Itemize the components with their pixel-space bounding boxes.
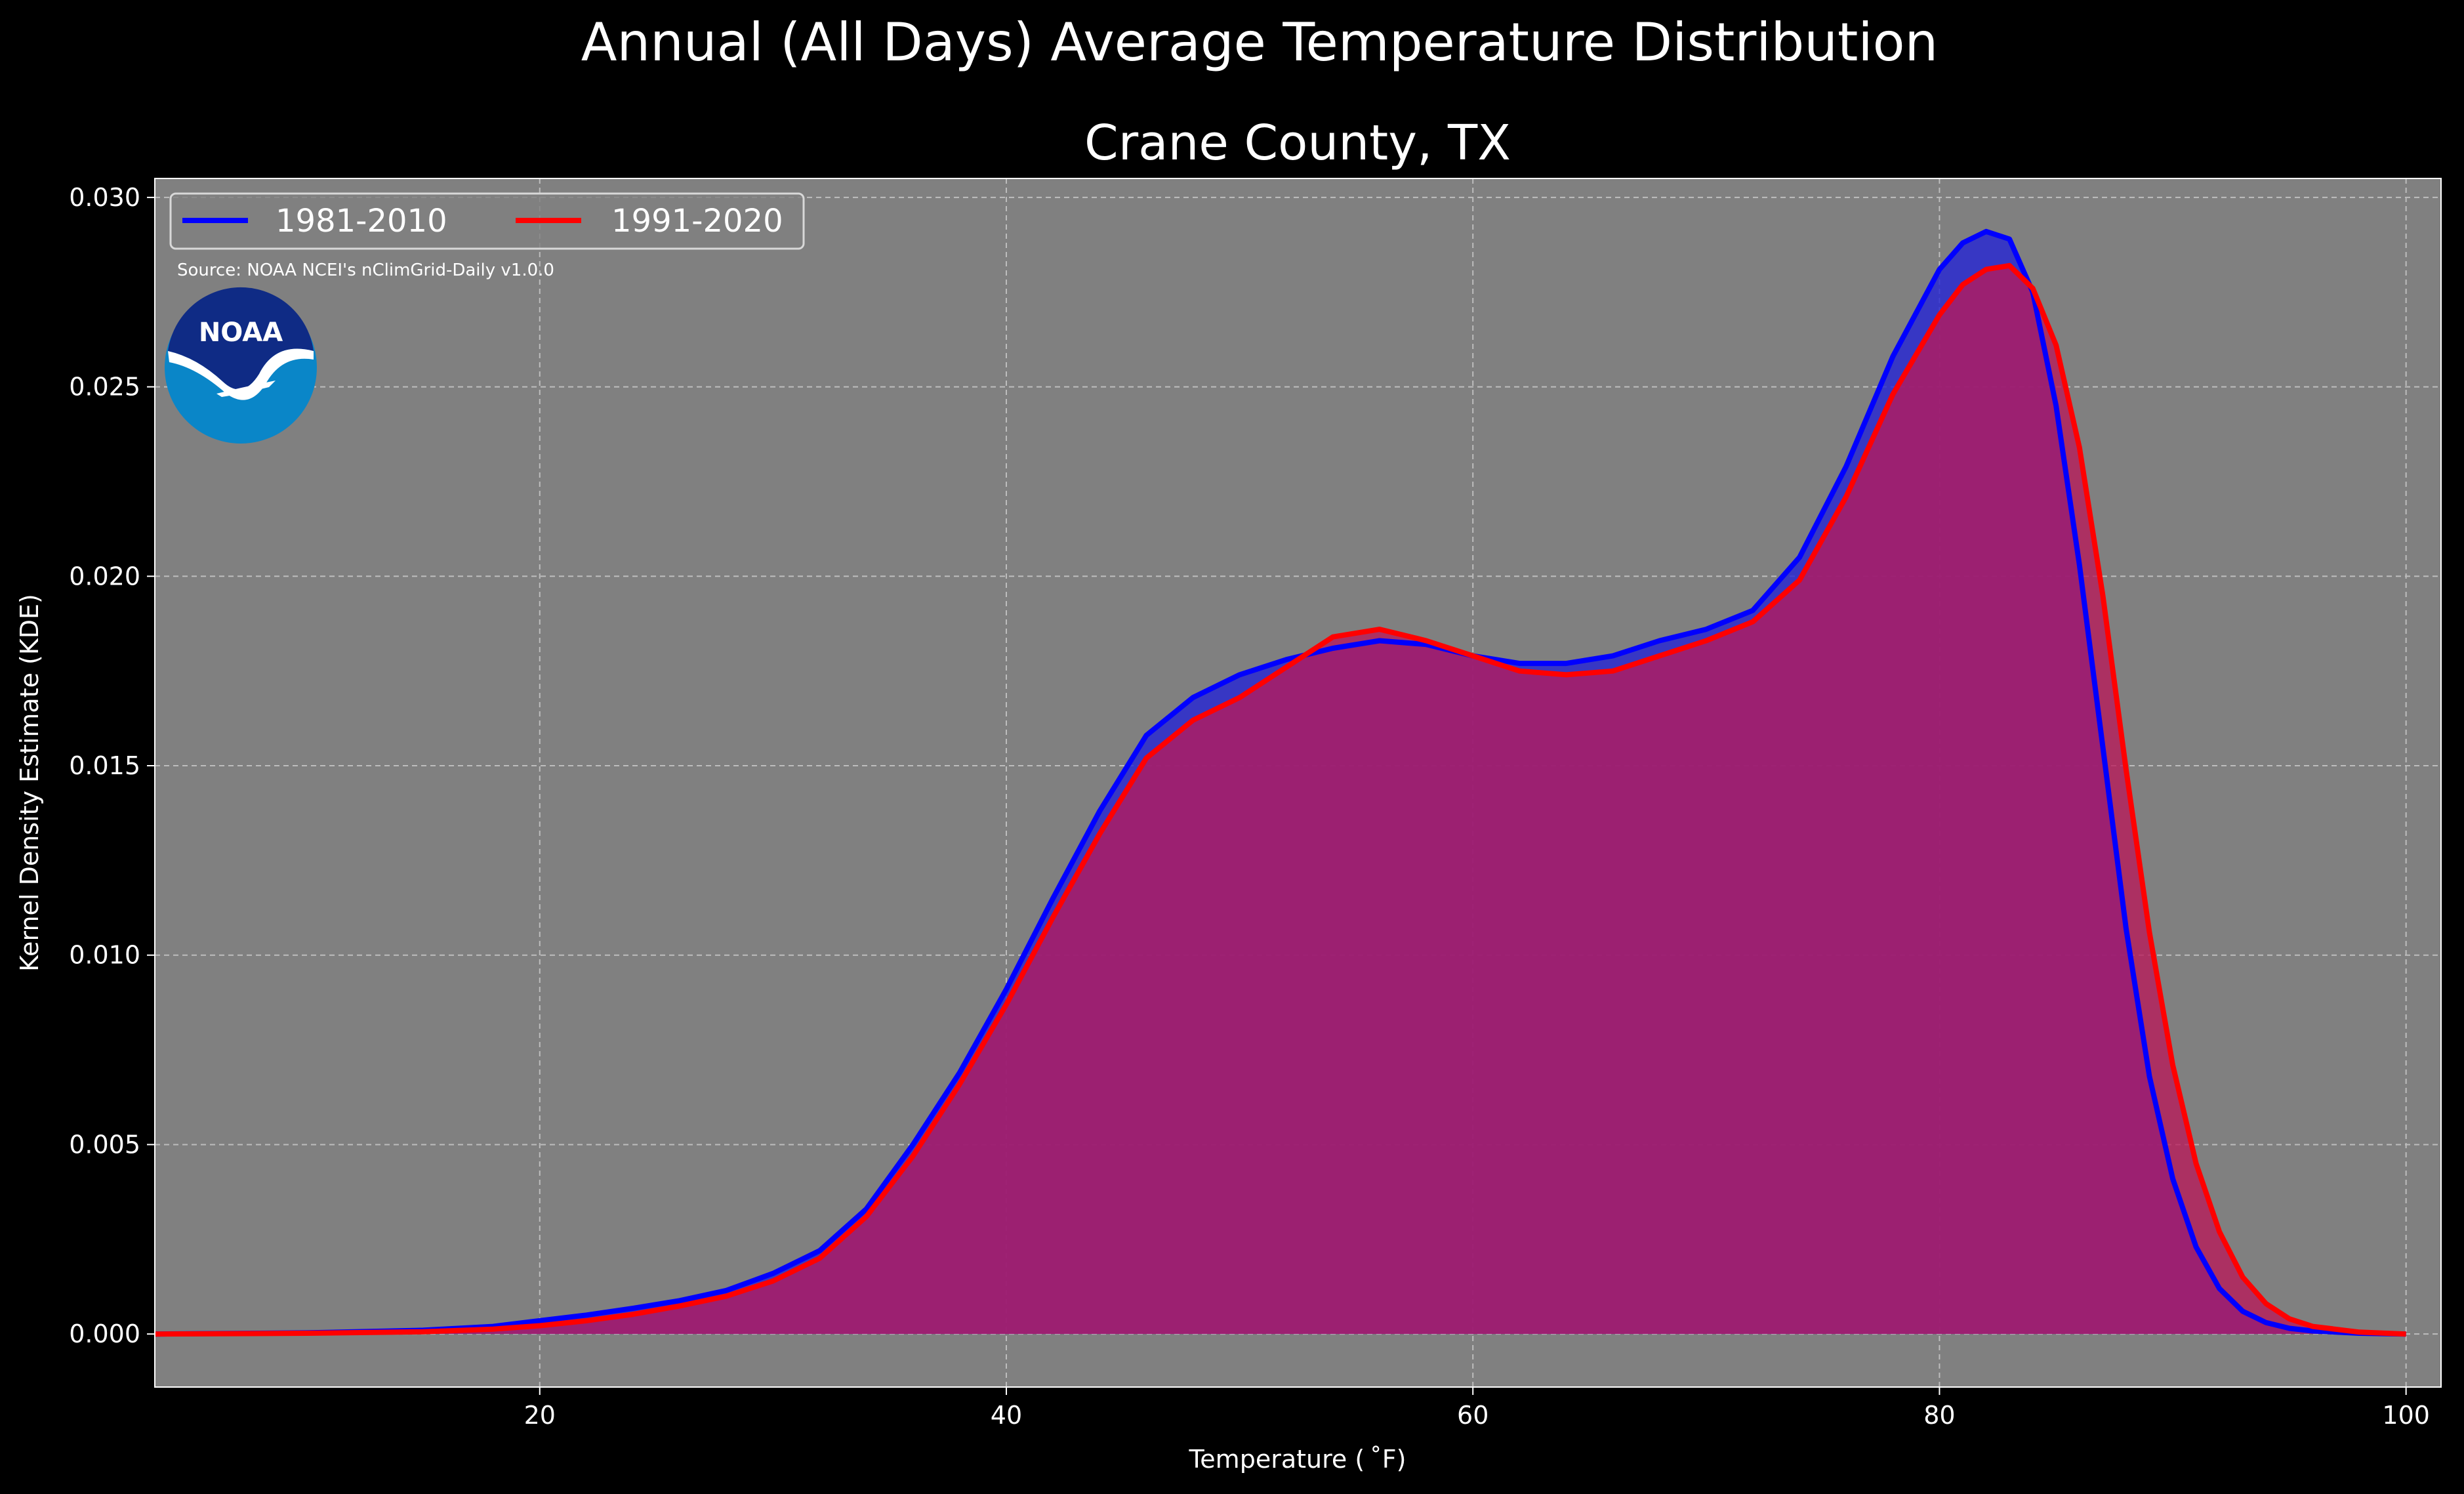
series-line-1981-2010: [154, 228, 2406, 1337]
chart-title: Crane County, TX: [1084, 115, 1511, 171]
x-tick-label-4: 100: [2382, 1401, 2430, 1430]
y-tick-label-5: 0.025: [69, 373, 140, 402]
y-tick-label-1: 0.005: [69, 1130, 140, 1159]
x-tick-label-0: 20: [524, 1401, 556, 1430]
y-tick-label-0: 0.000: [69, 1319, 140, 1348]
y-tick-label-6: 0.030: [69, 183, 140, 212]
x-tick-label-3: 80: [1923, 1401, 1955, 1430]
legend-label-1981-2010: 1981-2010: [276, 203, 447, 239]
plot-frame: [154, 178, 2442, 1388]
series-lines: [154, 228, 2406, 1337]
legend-label-1991-2020: 1991-2020: [611, 203, 783, 239]
svg-text:NOAA: NOAA: [199, 318, 283, 348]
source-note: Source: NOAA NCEI's nClimGrid-Daily v1.0…: [177, 260, 554, 280]
x-tick-label-2: 60: [1457, 1401, 1489, 1430]
x-axis-label: Temperature ( ˚F): [1189, 1445, 1407, 1474]
legend: 1981-2010 1991-2020: [169, 192, 805, 250]
chart-suptitle: Annual (All Days) Average Temperature Di…: [581, 12, 1938, 73]
noaa-logo: NOAA: [165, 287, 317, 444]
x-axis-ticks: 20 40 60 80 100: [524, 1387, 2430, 1430]
y-tick-label-3: 0.015: [69, 751, 140, 780]
y-axis-label: Kernel Density Estimate (KDE): [15, 594, 44, 972]
x-tick-label-1: 40: [991, 1401, 1022, 1430]
area-fill-1991-2020: [155, 265, 2406, 1335]
legend-box: [169, 192, 805, 250]
y-axis-ticks: 0.000 0.005 0.010 0.015 0.020 0.025 0.030: [69, 183, 155, 1348]
y-tick-label-2: 0.010: [69, 941, 140, 970]
series-line-1991-2020: [154, 262, 2406, 1337]
y-tick-label-4: 0.020: [69, 562, 140, 591]
